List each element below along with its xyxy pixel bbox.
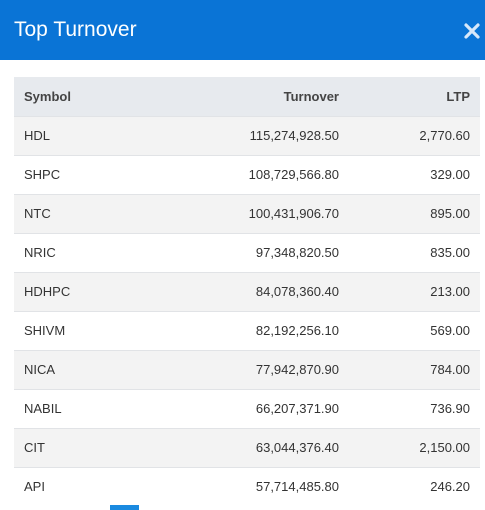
modal-title: Top Turnover [14,18,137,41]
cell-turnover: 66,207,371.90 [255,401,339,416]
cell-symbol: NICA [24,362,56,377]
cell-symbol: NABIL [24,401,62,416]
cell-symbol: HDL [24,128,51,143]
close-icon-glyph [464,23,480,39]
cell-symbol: CIT [24,440,45,455]
table-row[interactable]: HDL 115,274,928.50 2,770.60 [14,116,480,155]
cell-turnover: 97,348,820.50 [255,245,339,260]
turnover-table-container: Symbol Turnover LTP HDL 115,274,928.50 2,7… [14,77,480,506]
cell-ltp: 835.00 [430,245,470,260]
cell-turnover: 100,431,906.70 [248,206,339,221]
cell-ltp: 2,770.60 [419,128,470,143]
column-header-symbol[interactable]: Symbol [24,88,71,104]
table-row[interactable]: NICA 77,942,870.90 784.00 [14,350,480,389]
table-row[interactable]: SHPC 108,729,566.80 329.00 [14,155,480,194]
close-icon[interactable] [463,19,481,41]
table-row[interactable]: API 57,714,485.80 246.20 [14,467,480,506]
cell-turnover: 57,714,485.80 [255,479,339,495]
table-body: HDL 115,274,928.50 2,770.60 SHPC 108,729,566… [14,116,480,506]
cell-ltp: 895.00 [430,206,470,221]
cell-turnover: 108,729,566.80 [248,167,339,182]
scroll-indicator[interactable] [110,505,139,510]
cell-symbol: NRIC [24,245,56,260]
table-row[interactable]: HDHPC 84,078,360.40 213.00 [14,272,480,311]
turnover-table: Symbol Turnover LTP HDL 115,274,928.50 2,7… [14,77,480,506]
cell-turnover: 77,942,870.90 [255,362,339,377]
table-row[interactable]: NRIC 97,348,820.50 835.00 [14,233,480,272]
cell-turnover: 84,078,360.40 [255,284,339,299]
cell-ltp: 784.00 [430,362,470,377]
cell-symbol: HDHPC [24,284,71,299]
column-header-turnover[interactable]: Turnover [283,88,339,104]
cell-symbol: API [24,479,45,495]
cell-ltp: 329.00 [430,167,470,182]
cell-symbol: SHPC [24,167,61,182]
table-row[interactable]: NTC 100,431,906.70 895.00 [14,194,480,233]
table-row[interactable]: SHIVM 82,192,256.10 569.00 [14,311,480,350]
cell-symbol: SHIVM [24,323,66,338]
cell-ltp: 736.90 [430,401,470,416]
modal-header: Top Turnover [0,0,485,60]
table-row[interactable]: CIT 63,044,376.40 2,150.00 [14,428,480,467]
cell-ltp: 569.00 [430,323,470,338]
cell-turnover: 115,274,928.50 [249,128,339,143]
table-header-row: Symbol Turnover LTP [14,77,480,116]
cell-ltp: 2,150.00 [419,440,470,455]
table-row[interactable]: NABIL 66,207,371.90 736.90 [14,389,480,428]
cell-ltp: 213.00 [430,284,470,299]
cell-turnover: 82,192,256.10 [255,323,339,338]
cell-turnover: 63,044,376.40 [255,440,339,455]
column-header-ltp[interactable]: LTP [446,88,470,104]
cell-symbol: NTC [24,206,51,221]
cell-ltp: 246.20 [430,479,470,495]
